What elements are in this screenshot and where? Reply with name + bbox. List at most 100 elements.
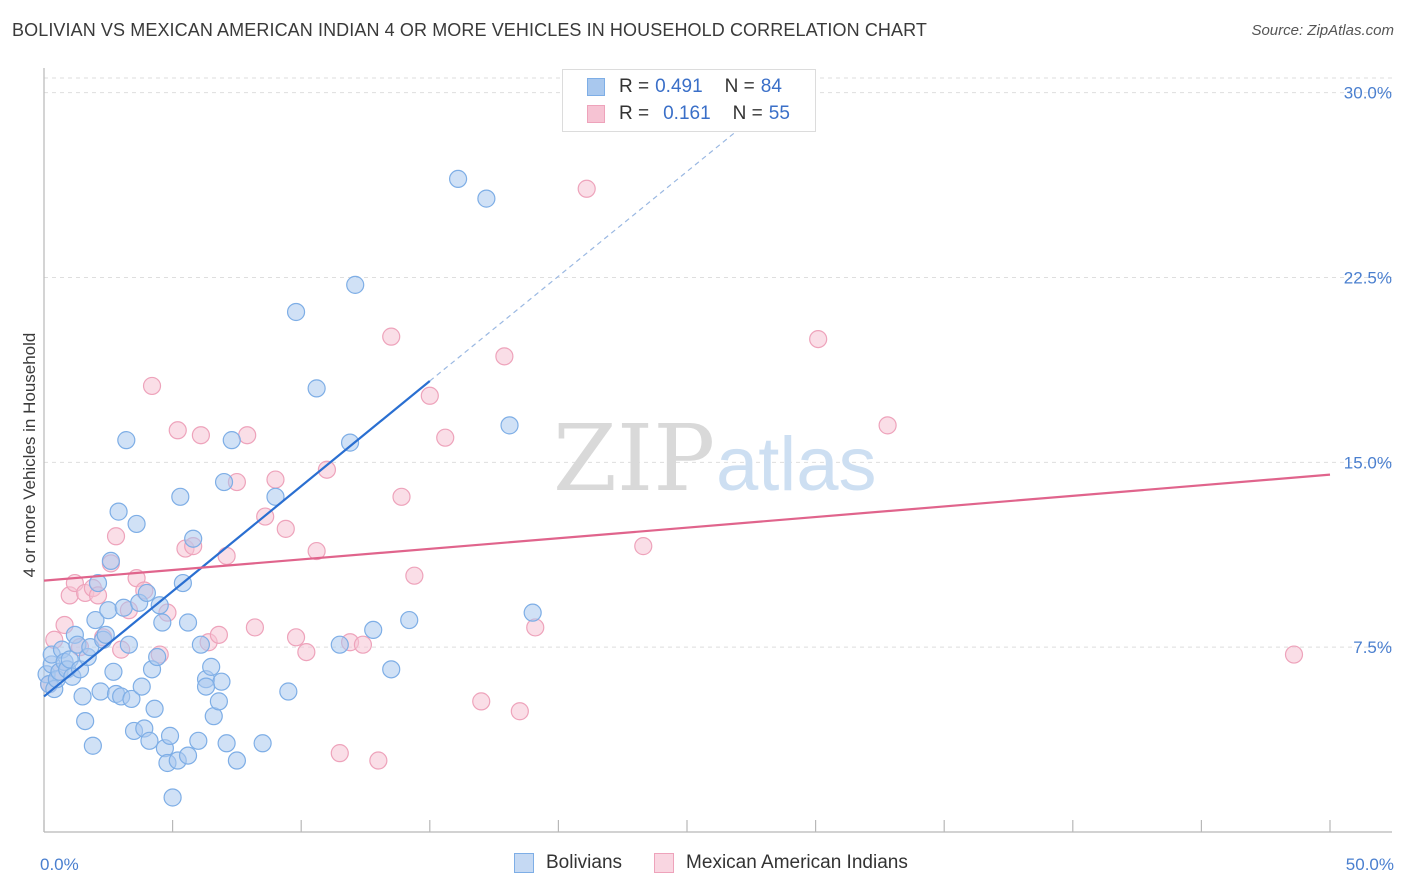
y-tick-label-3: 30.0%: [1344, 84, 1392, 103]
series-legend: Bolivians Mexican American Indians: [514, 852, 940, 874]
point-mexican-american-indians-47: [495, 347, 514, 366]
point-bolivians-76: [346, 275, 365, 294]
point-bolivians-50: [163, 788, 182, 807]
point-mexican-american-indians-12: [106, 527, 126, 546]
point-mexican-american-indians-33: [286, 628, 306, 647]
point-bolivians-63: [214, 472, 234, 492]
point-bolivians-29: [109, 502, 128, 521]
point-bolivians-25: [99, 601, 118, 620]
point-bolivians-52: [171, 487, 190, 506]
point-bolivians-36: [127, 514, 146, 534]
point-bolivians-65: [222, 431, 241, 450]
point-mexican-american-indians-28: [238, 426, 257, 445]
point-bolivians-32: [117, 431, 136, 450]
point-mexican-american-indians-17: [142, 376, 162, 396]
point-bolivians-54: [178, 613, 198, 632]
point-mexican-american-indians-32: [276, 519, 295, 538]
series-name-bolivians: Bolivians: [546, 852, 623, 873]
point-mexican-american-indians-52: [809, 329, 828, 349]
point-bolivians-72: [286, 302, 306, 322]
trend-line-bolivians: [43, 380, 431, 698]
point-mexican-american-indians-46: [472, 692, 491, 711]
point-bolivians-69: [253, 734, 272, 753]
point-bolivians-81: [477, 189, 496, 208]
point-bolivians-74: [330, 635, 349, 654]
point-bolivians-21: [88, 573, 108, 593]
point-bolivians-57: [191, 635, 210, 654]
tick-labels: 7.5% 15.0% 22.5% 30.0% 0.0% 50.0%: [40, 84, 1394, 874]
point-bolivians-62: [212, 672, 231, 691]
point-mexican-american-indians-31: [266, 470, 285, 489]
legend-n-label: N =: [724, 76, 755, 97]
point-bolivians-55: [184, 529, 203, 548]
point-mexican-american-indians-44: [420, 386, 439, 405]
legend-r-value-bolivians: 0.491: [655, 76, 703, 97]
point-mexican-american-indians-29: [245, 618, 265, 637]
point-bolivians-20: [86, 610, 105, 630]
point-bolivians-64: [217, 734, 236, 753]
point-mexican-american-indians-53: [878, 416, 897, 435]
point-mexican-american-indians-40: [369, 751, 388, 770]
point-mexican-american-indians-48: [510, 702, 529, 721]
point-bolivians-75: [340, 433, 360, 452]
legend-n-value-bolivians: 84: [760, 76, 782, 97]
point-bolivians-19: [83, 736, 102, 755]
point-mexican-american-indians-51: [634, 537, 653, 556]
point-mexican-american-indians-34: [297, 642, 316, 662]
point-bolivians-31: [114, 598, 133, 617]
legend-row-mexican-american-indians: R = 0.161 N = 55: [587, 103, 790, 125]
watermark-atlas: atlas: [716, 422, 877, 507]
legend-r-value-mexican-american-indians: 0.161: [663, 103, 711, 124]
point-mexican-american-indians-49: [526, 618, 545, 637]
point-bolivians-26: [101, 551, 120, 571]
point-bolivians-67: [178, 746, 198, 765]
point-bolivians-73: [307, 379, 326, 398]
point-mexican-american-indians-50: [577, 179, 596, 198]
point-mexican-american-indians-26: [217, 546, 236, 566]
series-legend-bolivians[interactable]: Bolivians: [514, 852, 622, 874]
point-mexican-american-indians-43: [405, 566, 424, 585]
point-mexican-american-indians-25: [209, 625, 228, 644]
point-bolivians-22: [91, 682, 110, 701]
point-bolivians-83: [523, 603, 542, 622]
point-bolivians-16: [76, 711, 95, 731]
point-mexican-american-indians-45: [436, 428, 455, 447]
point-bolivians-82: [500, 416, 519, 435]
series-legend-mexican-american-indians[interactable]: Mexican American Indians: [654, 852, 908, 874]
point-bolivians-33: [119, 635, 138, 654]
chart-source: Source: ZipAtlas.com: [1251, 22, 1394, 39]
point-bolivians-45: [150, 596, 169, 615]
point-bolivians-15: [73, 687, 92, 706]
legend-n-label: N =: [732, 103, 763, 124]
point-bolivians-61: [209, 692, 228, 711]
point-bolivians-49: [160, 726, 180, 745]
watermark-zip: ZIP: [553, 405, 715, 512]
trend-line-bolivians-extension: [429, 129, 739, 382]
series-name-mexican-american-indians: Mexican American Indians: [686, 852, 908, 873]
point-bolivians-38: [132, 677, 151, 696]
point-bolivians-44: [148, 647, 167, 667]
point-mexican-american-indians-37: [330, 744, 349, 763]
point-bolivians-59: [202, 657, 221, 676]
point-mexican-american-indians-20: [168, 421, 187, 440]
point-bolivians-40: [137, 583, 156, 603]
trend-lines: [43, 129, 1331, 698]
point-bolivians-79: [400, 610, 419, 630]
trend-line-mexican-american-indians: [43, 473, 1331, 582]
y-tick-label-2: 22.5%: [1344, 268, 1392, 287]
point-bolivians-27: [104, 662, 123, 681]
grid-lines: [44, 77, 1392, 648]
point-bolivians-78: [382, 660, 401, 679]
point-mexican-american-indians-36: [317, 460, 337, 479]
legend-r-label: R =: [619, 76, 650, 97]
x-tick-label-0: 0.0%: [40, 855, 79, 874]
point-mexican-american-indians-39: [353, 635, 373, 654]
point-bolivians-34: [122, 689, 141, 709]
point-bolivians-70: [266, 487, 285, 506]
y-tick-label-1: 15.0%: [1344, 453, 1392, 472]
correlation-legend: R = 0.491 N = 84 R = 0.161 N = 55: [562, 69, 816, 132]
point-bolivians-41: [140, 731, 159, 750]
point-bolivians-43: [145, 699, 164, 718]
x-tick-label-1: 50.0%: [1346, 855, 1394, 874]
series-swatch-bolivians: [514, 853, 534, 873]
